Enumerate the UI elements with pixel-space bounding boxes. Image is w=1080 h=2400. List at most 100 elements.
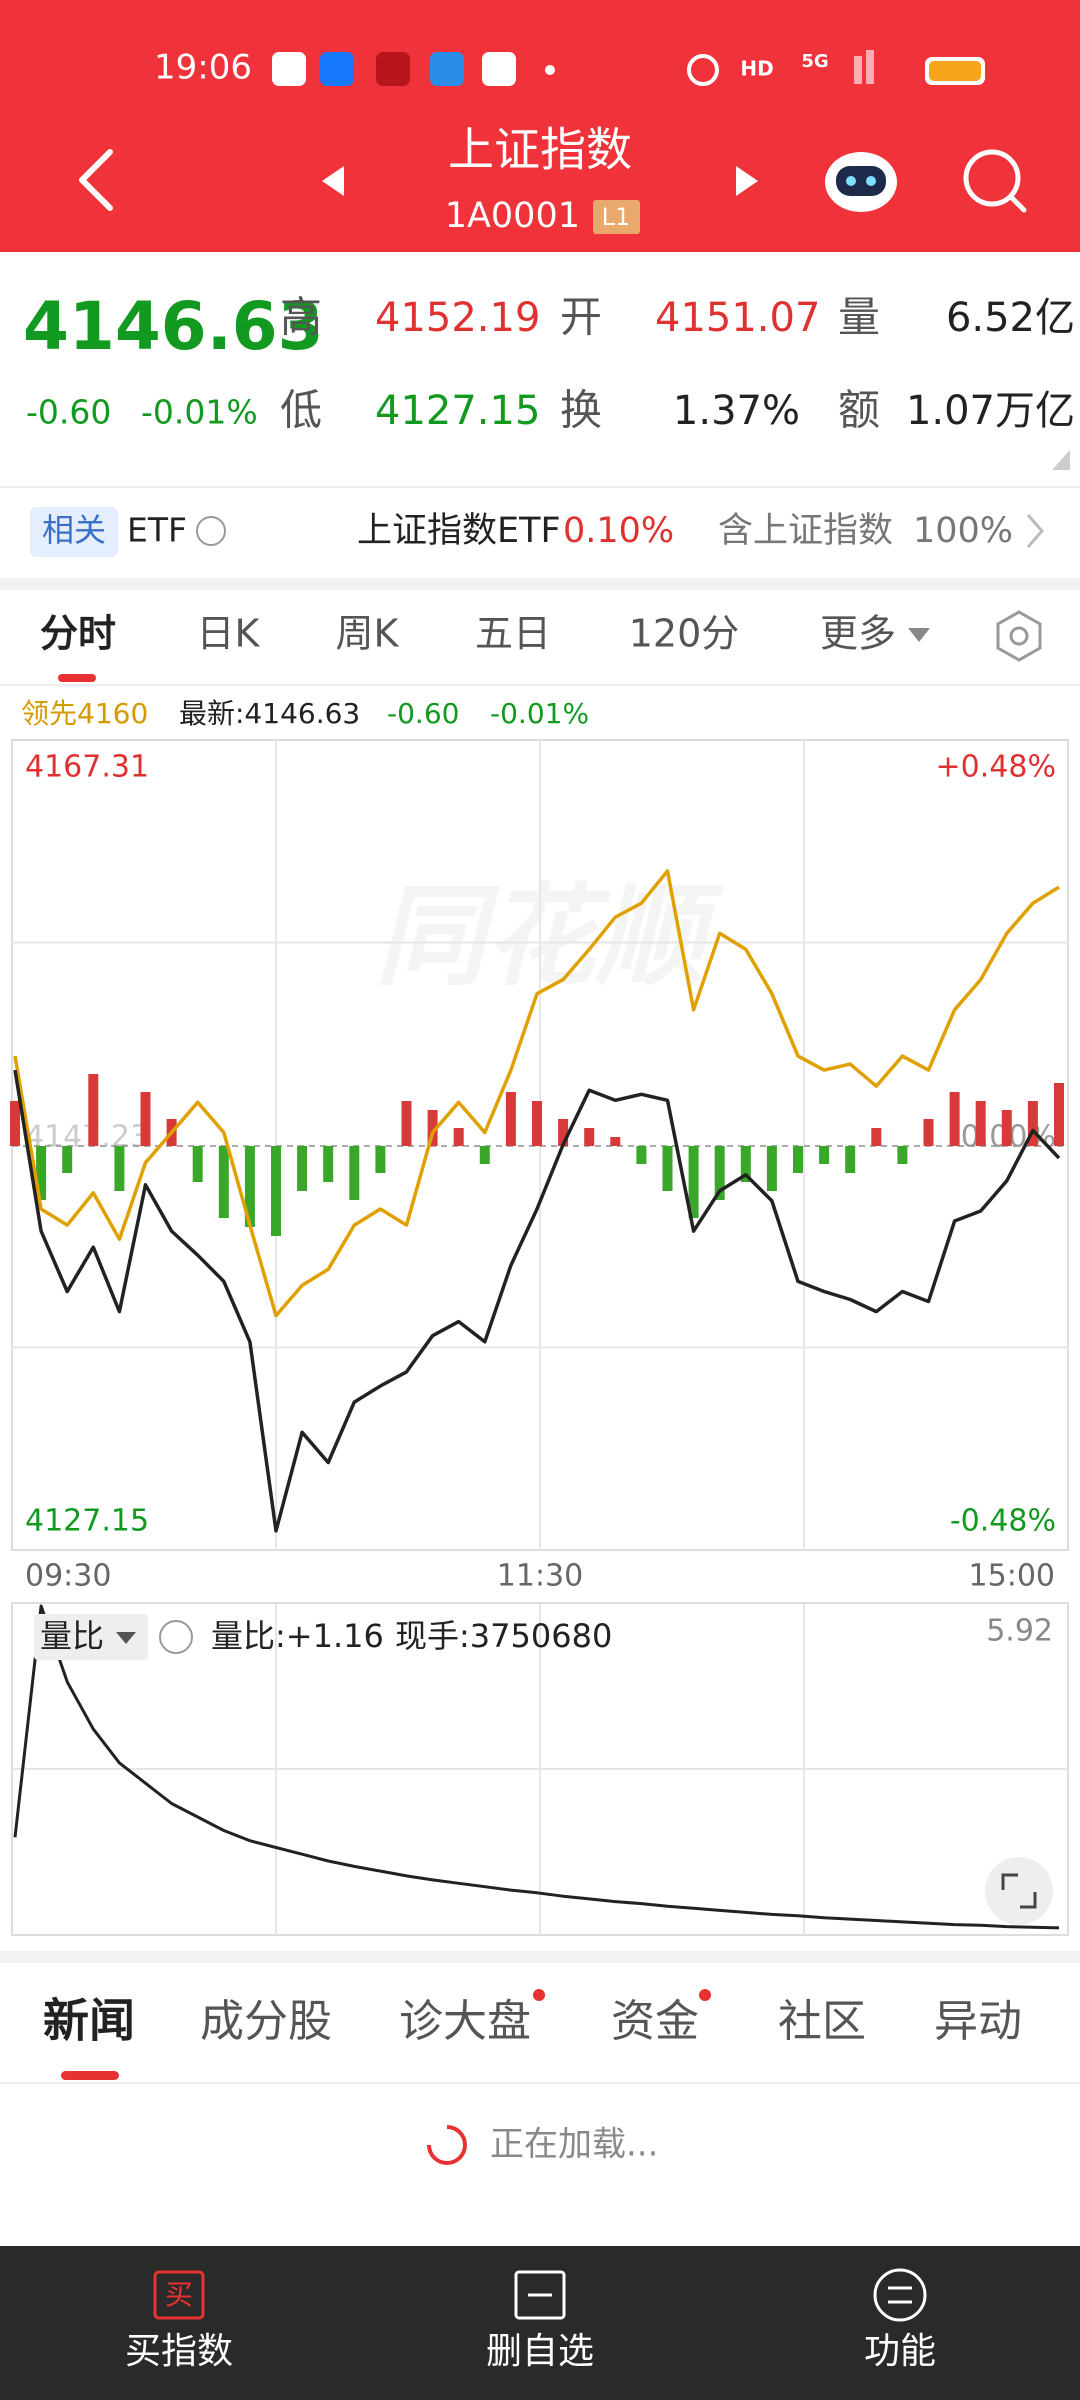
settings-button[interactable] bbox=[996, 610, 1042, 662]
robot-button[interactable] bbox=[825, 152, 897, 212]
price-line bbox=[13, 1604, 1060, 1930]
search-circle bbox=[963, 149, 1021, 207]
flow-bar bbox=[218, 1146, 229, 1218]
flow-bar bbox=[610, 1137, 621, 1146]
expand-button[interactable] bbox=[985, 1857, 1053, 1925]
period-tab[interactable]: 日K bbox=[197, 612, 261, 656]
ratio-selector[interactable] bbox=[34, 1614, 148, 1660]
news-tab[interactable]: 成分股 bbox=[200, 1996, 332, 2047]
legend-change-pct: -0.01% bbox=[490, 697, 589, 730]
change: -0.60 bbox=[26, 393, 111, 432]
flow-bar bbox=[192, 1146, 203, 1182]
flow-bar bbox=[271, 1146, 281, 1236]
field-value: 4152.19 bbox=[375, 295, 540, 341]
etf-holding: 100% bbox=[913, 511, 1013, 551]
etf-holding-label: 含上证指数 bbox=[718, 511, 893, 551]
field-label: 额 bbox=[838, 386, 880, 435]
badge-dot bbox=[533, 1989, 545, 2001]
etf-row[interactable]: 相关 ETF 上证指数ETF 0.10% 含上证指数 100% bbox=[30, 507, 1044, 557]
flow-bar bbox=[349, 1146, 360, 1200]
remove-watch-button[interactable]: 删自选 bbox=[486, 2270, 594, 2372]
price-line bbox=[13, 869, 1060, 1318]
next-button[interactable] bbox=[736, 166, 758, 196]
status-icons bbox=[272, 50, 985, 86]
bottom-bar bbox=[0, 2246, 1080, 2400]
expand-icon bbox=[1001, 1873, 1018, 1890]
level-text: L1 bbox=[602, 203, 631, 231]
section-gap bbox=[0, 578, 1080, 590]
news-tab[interactable]: 资金 bbox=[611, 1996, 699, 2047]
flow-bar bbox=[505, 1092, 516, 1146]
remove-icon bbox=[514, 2270, 566, 2320]
flow-bar bbox=[1054, 1083, 1064, 1146]
buy-icon-text: 买 bbox=[165, 2278, 193, 2311]
period-tab[interactable]: 五日 bbox=[475, 612, 551, 656]
flow-bar bbox=[688, 1146, 699, 1218]
robot-face bbox=[836, 166, 886, 196]
pct-label: -0.48% bbox=[950, 1504, 1056, 1539]
field-value: 1.37% bbox=[673, 388, 800, 434]
legend-leader: 领先4160 bbox=[21, 697, 148, 730]
spinner bbox=[427, 2125, 467, 2165]
flow-bar bbox=[558, 1119, 569, 1146]
flow-bar bbox=[88, 1074, 99, 1146]
legend-change: -0.60 bbox=[387, 697, 459, 730]
field-value: 4151.07 bbox=[655, 295, 820, 341]
flow-bar bbox=[714, 1146, 725, 1200]
news-tab[interactable]: 新闻 bbox=[43, 1994, 135, 2048]
period-tab[interactable]: 周K bbox=[336, 612, 400, 656]
buy-button[interactable]: 买 买指数 bbox=[125, 2270, 233, 2372]
corner-mark bbox=[1052, 450, 1070, 470]
flow-bar bbox=[584, 1128, 595, 1146]
flow-bar bbox=[766, 1146, 777, 1191]
field-label: 高 bbox=[280, 293, 322, 342]
signal bbox=[866, 50, 874, 84]
app-icon bbox=[272, 52, 306, 86]
back-button[interactable] bbox=[79, 149, 113, 211]
header-code: 1A0001 bbox=[445, 196, 580, 236]
news-tab[interactable]: 社区 bbox=[778, 1996, 866, 2047]
bottom-label: 功能 bbox=[864, 2331, 936, 2372]
period-tab[interactable]: 分时 bbox=[40, 612, 116, 656]
signal bbox=[854, 56, 862, 84]
buy-icon bbox=[153, 2270, 205, 2320]
alarm-icon bbox=[687, 54, 719, 86]
prev-button[interactable] bbox=[322, 166, 344, 196]
period-tab[interactable]: 120分 bbox=[629, 612, 740, 656]
bottom-label: 买指数 bbox=[125, 2331, 233, 2372]
flow-bar bbox=[923, 1119, 934, 1146]
app-icon bbox=[320, 52, 354, 86]
news-tab[interactable]: 诊大盘 bbox=[399, 1996, 531, 2047]
pct-label: +0.48% bbox=[936, 750, 1056, 785]
price-line bbox=[13, 1069, 1061, 1533]
flow-bar bbox=[1027, 1101, 1038, 1146]
flow-bar bbox=[636, 1146, 647, 1164]
flow-bar bbox=[819, 1146, 830, 1164]
ratio-title: 量比 bbox=[40, 1617, 104, 1655]
etf-tag: 相关 bbox=[42, 511, 106, 549]
flow-bar bbox=[36, 1146, 47, 1200]
dot bbox=[545, 65, 555, 75]
help-icon[interactable] bbox=[159, 1620, 193, 1654]
x-tick-label: 09:30 bbox=[25, 1559, 111, 1594]
status-time: 19:06 bbox=[154, 48, 252, 88]
function-button[interactable]: 功能 bbox=[864, 2268, 936, 2372]
level-badge bbox=[593, 200, 640, 234]
flow-bar bbox=[140, 1092, 151, 1146]
header-bg bbox=[0, 0, 1080, 252]
period-tab[interactable]: 更多 bbox=[820, 612, 896, 656]
etf-label: ETF bbox=[127, 511, 187, 550]
bottom-label: 删自选 bbox=[486, 2331, 594, 2372]
badge-dot bbox=[699, 1989, 711, 2001]
flow-bar bbox=[114, 1146, 125, 1191]
flow-bar bbox=[532, 1101, 542, 1146]
search-handle bbox=[1008, 194, 1027, 213]
flow-bar bbox=[244, 1146, 255, 1227]
news-tab[interactable]: 异动 bbox=[934, 1996, 1022, 2047]
search-button[interactable] bbox=[963, 149, 1027, 213]
tab-underline bbox=[58, 674, 96, 682]
flow-bar bbox=[975, 1101, 986, 1146]
app-icon bbox=[430, 52, 464, 86]
robot-eye bbox=[846, 176, 856, 186]
y-tick-label: 4167.31 bbox=[25, 750, 149, 785]
